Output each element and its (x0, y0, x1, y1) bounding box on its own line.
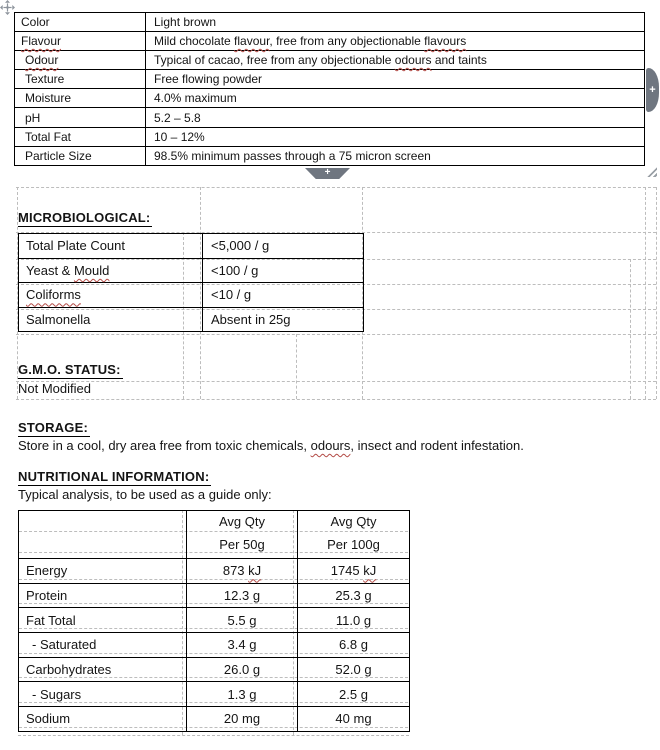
nutrition-value[interactable]: 25.3 g (297, 582, 410, 609)
table-row: Texture Free flowing powder (14, 69, 645, 90)
micro-value[interactable]: Absent in 25g (202, 306, 364, 333)
table-row: Total Fat 10 – 12% (14, 126, 645, 147)
table-row: Protein 12.3 g 25.3 g (18, 582, 410, 609)
nutrition-table: Avg Qty Avg Qty Per 50g Per 100g Energy 8… (18, 510, 410, 732)
nutrition-header-blank[interactable] (18, 510, 187, 532)
table-row: Avg Qty Avg Qty (18, 510, 410, 532)
nutrition-value[interactable]: 20 mg (186, 706, 298, 732)
table-gridline (16, 399, 656, 400)
table-row: Carbohydrates 26.0 g 52.0 g (18, 656, 410, 683)
spec-label[interactable]: Odour (14, 50, 146, 71)
plus-icon: + (649, 84, 656, 96)
spec-value[interactable]: Light brown (145, 11, 645, 33)
spec-value[interactable]: 98.5% minimum passes through a 75 micron… (145, 145, 645, 166)
table-row: Sodium 20 mg 40 mg (18, 706, 410, 732)
spec-value[interactable]: 5.2 – 5.8 (145, 107, 645, 128)
nutrition-label[interactable]: Carbohydrates (18, 656, 187, 683)
nutrition-value[interactable]: 40 mg (297, 706, 410, 732)
nutrition-header-qty[interactable]: Avg Qty (297, 510, 410, 532)
table-row: Per 50g Per 100g (18, 531, 410, 559)
table-row: Odour Typical of cacao, free from any obj… (14, 50, 645, 71)
nutrition-header-blank[interactable] (18, 531, 187, 559)
four-way-arrow-icon (0, 0, 15, 15)
micro-label[interactable]: Total Plate Count (18, 233, 203, 259)
storage-text[interactable]: Store in a cool, dry area free from toxi… (18, 438, 524, 453)
gmo-status-heading[interactable]: G.M.O. STATUS: (18, 362, 123, 379)
nutrition-label[interactable]: Energy (18, 558, 187, 584)
nutrition-value[interactable]: 26.0 g (186, 656, 298, 683)
nutrition-label[interactable]: Sodium (18, 706, 187, 732)
table-row: Flavour Mild chocolate flavour, free from… (14, 31, 645, 52)
microbiological-heading[interactable]: MICROBIOLOGICAL: (18, 210, 153, 227)
micro-value[interactable]: <10 / g (202, 282, 364, 308)
spec-table: Color Light brown Flavour Mild chocolate f… (14, 11, 645, 166)
table-row: Fat Total 5.5 g 11.0 g (18, 607, 410, 634)
nutrition-heading[interactable]: NUTRITIONAL INFORMATION: (18, 469, 212, 486)
table-gridline (16, 187, 656, 188)
spec-label[interactable]: pH (14, 107, 146, 128)
spec-label[interactable]: Moisture (14, 88, 146, 109)
table-move-handle[interactable] (0, 0, 15, 15)
spec-label[interactable]: Total Fat (14, 126, 146, 147)
nutrition-value[interactable]: 6.8 g (297, 632, 410, 658)
micro-label[interactable]: Coliforms (18, 282, 203, 308)
micro-label[interactable]: Yeast & Mould (18, 257, 203, 284)
table-gridline (18, 735, 409, 736)
nutrition-header-qty[interactable]: Avg Qty (186, 510, 298, 532)
nutrition-value[interactable]: 5.5 g (186, 607, 298, 634)
nutrition-label[interactable]: Protein (18, 582, 187, 609)
nutrition-value[interactable]: 11.0 g (297, 607, 410, 634)
table-row: pH 5.2 – 5.8 (14, 107, 645, 128)
nutrition-header-per50[interactable]: Per 50g (186, 531, 298, 559)
spec-value[interactable]: 4.0% maximum (145, 88, 645, 109)
nutrition-value[interactable]: 12.3 g (186, 582, 298, 609)
spec-label[interactable]: Flavour (14, 31, 146, 52)
nutrition-label[interactable]: - Saturated (18, 632, 187, 658)
nutrition-note[interactable]: Typical analysis, to be used as a guide … (18, 487, 272, 502)
spec-value[interactable]: Typical of cacao, free from any objectio… (145, 50, 645, 71)
nutrition-header-per100[interactable]: Per 100g (297, 531, 410, 559)
table-row: Coliforms <10 / g (18, 282, 364, 308)
spec-label[interactable]: Color (14, 11, 146, 33)
table-row: Total Plate Count <5,000 / g (18, 233, 364, 259)
table-row: - Sugars 1.3 g 2.5 g (18, 681, 410, 708)
spec-value[interactable]: Free flowing powder (145, 69, 645, 90)
insert-row-handle[interactable]: + (305, 168, 350, 179)
spec-label[interactable]: Particle Size (14, 145, 146, 166)
table-row: Particle Size 98.5% minimum passes throug… (14, 145, 645, 166)
table-gridline (16, 334, 656, 335)
table-row: Color Light brown (14, 11, 645, 33)
nutrition-value[interactable]: 3.4 g (186, 632, 298, 658)
table-row: Energy 873 kJ 1745 kJ (18, 558, 410, 584)
nutrition-value[interactable]: 1.3 g (186, 681, 298, 708)
nutrition-label[interactable]: - Sugars (18, 681, 187, 708)
nutrition-value[interactable]: 873 kJ (186, 558, 298, 584)
table-gridline (296, 334, 297, 399)
spec-value[interactable]: 10 – 12% (145, 126, 645, 147)
table-resize-grip[interactable] (645, 165, 657, 177)
table-row: Moisture 4.0% maximum (14, 88, 645, 109)
table-row: Salmonella Absent in 25g (18, 306, 364, 333)
table-row: - Saturated 3.4 g 6.8 g (18, 632, 410, 658)
table-row: Yeast & Mould <100 / g (18, 257, 364, 284)
microbiological-table: Total Plate Count <5,000 / g Yeast & Moul… (18, 233, 364, 333)
table-gridline (16, 381, 656, 382)
nutrition-value[interactable]: 1745 kJ (297, 558, 410, 584)
spec-value[interactable]: Mild chocolate flavour, free from any ob… (145, 31, 645, 52)
table-gridline (645, 187, 646, 399)
nutrition-value[interactable]: 52.0 g (297, 656, 410, 683)
nutrition-label[interactable]: Fat Total (18, 607, 187, 634)
micro-value[interactable]: <5,000 / g (202, 233, 364, 259)
spec-label[interactable]: Texture (14, 69, 146, 90)
micro-label[interactable]: Salmonella (18, 306, 203, 333)
insert-column-handle[interactable]: + (646, 68, 659, 112)
table-gridline (656, 187, 657, 399)
table-gridline (630, 259, 631, 399)
nutrition-value[interactable]: 2.5 g (297, 681, 410, 708)
micro-value[interactable]: <100 / g (202, 257, 364, 284)
plus-icon: + (324, 167, 331, 178)
storage-heading[interactable]: STORAGE: (18, 420, 90, 437)
gmo-status-value[interactable]: Not Modified (18, 381, 91, 396)
